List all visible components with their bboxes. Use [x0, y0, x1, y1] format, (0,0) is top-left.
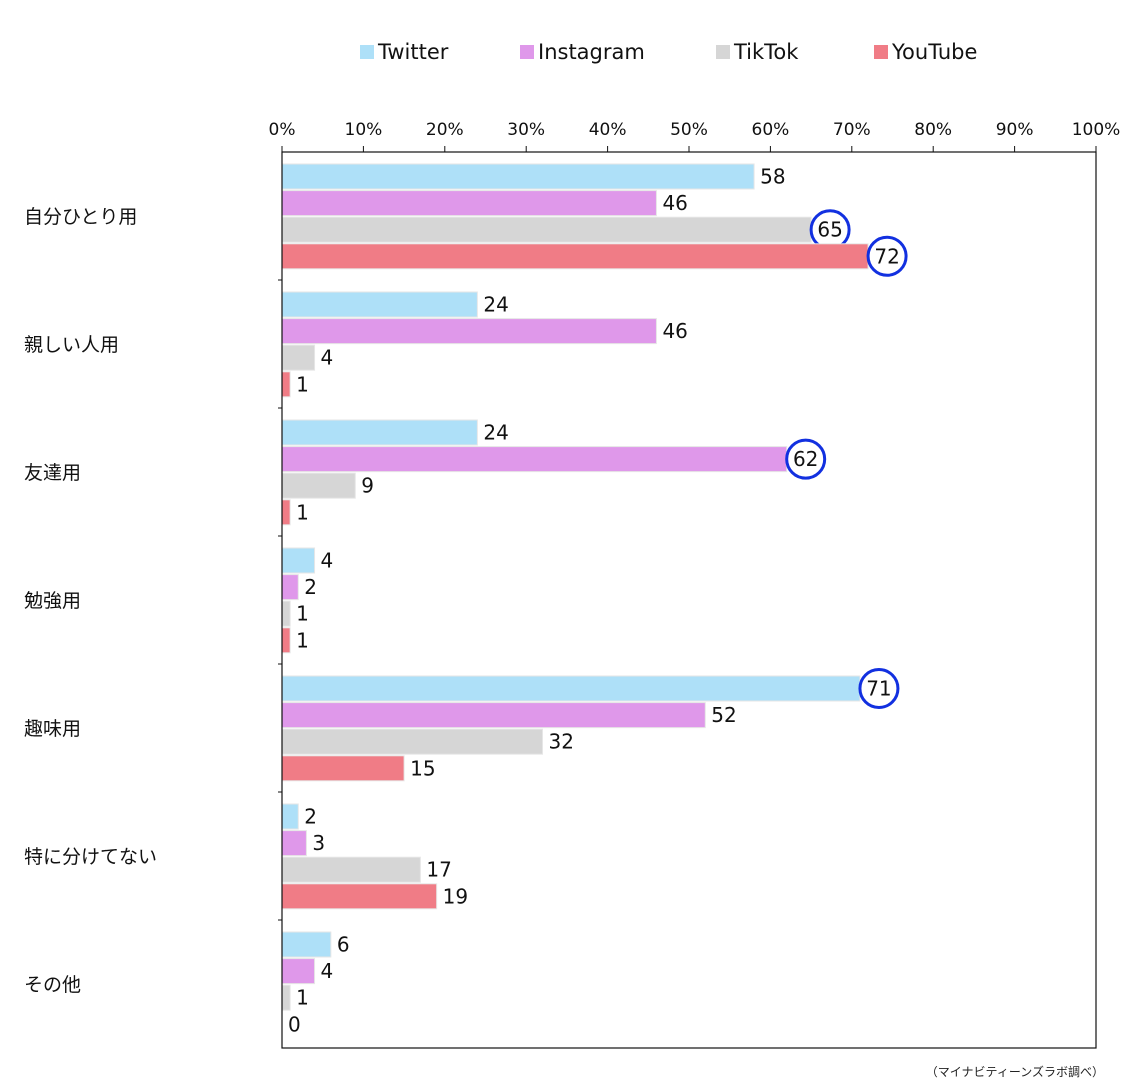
source-note: （マイナビティーンズラボ調べ）	[925, 1065, 1104, 1079]
legend-item-twitter: Twitter	[360, 38, 520, 66]
data-label: 15	[410, 756, 435, 780]
bar-instagram	[281, 318, 657, 345]
category-label: 趣味用	[24, 718, 81, 740]
legend-label-tiktok: TikTok	[734, 40, 799, 64]
bar-tiktok	[281, 472, 356, 499]
legend-swatch-tiktok	[716, 45, 730, 59]
x-tick-label: 70%	[833, 120, 871, 140]
category-label: 友達用	[24, 462, 81, 484]
x-tick-label: 40%	[589, 120, 627, 140]
data-label: 62	[793, 447, 818, 471]
legend-label-instagram: Instagram	[538, 40, 645, 64]
data-label: 1	[296, 986, 309, 1010]
data-label: 46	[662, 191, 687, 215]
bar-youtube	[281, 755, 405, 782]
highlight-circle	[785, 438, 827, 480]
bar-instagram	[281, 574, 299, 601]
x-tick-label: 0%	[269, 120, 296, 140]
data-label: 58	[760, 165, 785, 189]
data-label: 71	[866, 677, 891, 701]
data-label: 4	[321, 959, 334, 983]
data-label: 3	[312, 831, 325, 855]
data-label: 4	[321, 346, 334, 370]
data-label: 65	[817, 218, 842, 242]
category-label: その他	[24, 974, 81, 996]
legend-swatch-youtube	[874, 45, 888, 59]
category-label: 勉強用	[24, 590, 81, 612]
bar-instagram	[281, 446, 788, 473]
plot-area-border	[281, 151, 1097, 1049]
data-label: 1	[296, 602, 309, 626]
category-label: 特に分けてない	[24, 846, 157, 868]
bar-tiktok	[281, 856, 421, 883]
data-label: 24	[483, 421, 508, 445]
data-label: 19	[443, 884, 468, 908]
bar-youtube	[281, 883, 438, 910]
highlight-circle	[866, 235, 908, 277]
bar-youtube	[281, 627, 291, 654]
data-label: 2	[304, 575, 317, 599]
data-label: 1	[296, 628, 309, 652]
legend-item-tiktok: TikTok	[716, 38, 874, 66]
bar-tiktok	[281, 344, 316, 371]
legend-item-youtube: YouTube	[874, 38, 1034, 66]
legend-label-twitter: Twitter	[378, 40, 449, 64]
bar-instagram	[281, 190, 657, 217]
category-label: 自分ひとり用	[24, 206, 137, 228]
data-label: 46	[662, 319, 687, 343]
bar-instagram	[281, 830, 307, 857]
data-label: 52	[711, 703, 736, 727]
bar-twitter	[281, 547, 316, 574]
legend-swatch-twitter	[360, 45, 374, 59]
bar-instagram	[281, 958, 316, 985]
bar-youtube	[281, 243, 869, 270]
legend-swatch-instagram	[520, 45, 534, 59]
bar-instagram	[281, 702, 706, 729]
bar-twitter	[281, 163, 755, 190]
x-tick-label: 80%	[914, 120, 952, 140]
bar-tiktok	[281, 216, 812, 243]
data-label: 24	[483, 293, 508, 317]
x-tick-label: 30%	[507, 120, 545, 140]
data-label: 4	[321, 549, 334, 573]
bar-youtube	[281, 371, 291, 398]
bar-youtube	[281, 499, 291, 526]
x-tick-label: 20%	[426, 120, 464, 140]
bar-twitter	[281, 291, 478, 318]
data-label: 0	[288, 1012, 301, 1036]
bar-tiktok	[281, 984, 291, 1011]
x-tick-label: 60%	[752, 120, 790, 140]
legend-item-instagram: Instagram	[520, 38, 716, 66]
bar-tiktok	[281, 600, 291, 627]
data-label: 6	[337, 933, 350, 957]
legend-label-youtube: YouTube	[892, 40, 978, 64]
bar-tiktok	[281, 728, 543, 755]
highlight-circle	[858, 668, 900, 709]
bar-twitter	[281, 675, 861, 702]
x-tick-label: 50%	[670, 120, 708, 140]
bar-twitter	[281, 931, 332, 958]
data-label: 1	[296, 500, 309, 524]
data-label: 2	[304, 805, 317, 829]
data-label: 17	[426, 858, 451, 882]
data-label: 9	[361, 474, 374, 498]
data-label: 72	[874, 244, 899, 268]
legend: Twitter Instagram TikTok YouTube	[360, 38, 1034, 66]
data-label: 32	[548, 730, 573, 754]
bar-twitter	[281, 803, 299, 830]
data-label: 1	[296, 372, 309, 396]
category-label: 親しい人用	[24, 334, 119, 356]
x-tick-label: 10%	[345, 120, 383, 140]
x-tick-label: 90%	[996, 120, 1034, 140]
x-tick-label: 100%	[1072, 120, 1121, 140]
bar-twitter	[281, 419, 478, 446]
